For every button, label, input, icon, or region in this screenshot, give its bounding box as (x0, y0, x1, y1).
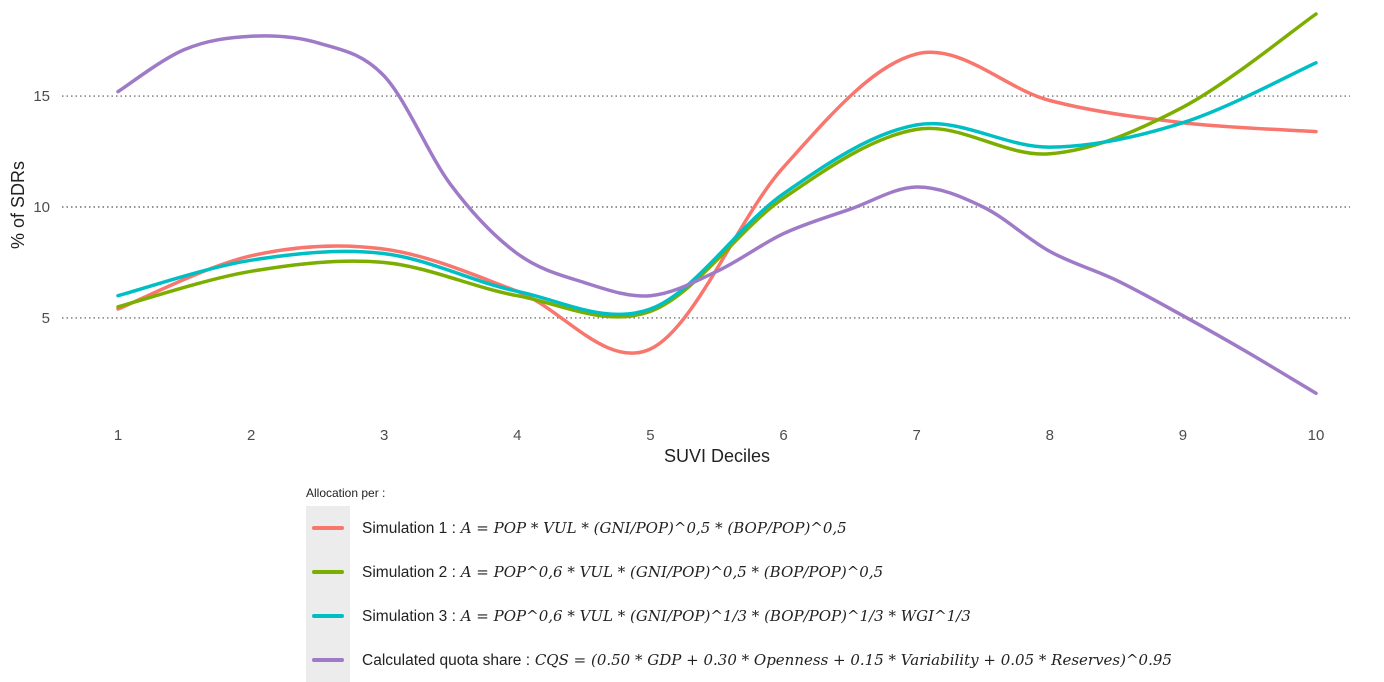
series-line-simulation-1 (116, 50, 1318, 355)
legend-formula: A = POP^0,6 * VUL * (GNI/POP)^1/3 * (BOP… (460, 606, 971, 625)
legend-item-simulation-3: Simulation 3 : A = POP^0,6 * VUL * (GNI/… (306, 594, 1366, 638)
x-tick-label: 5 (646, 427, 654, 444)
y-tick-label: 15 (33, 88, 50, 105)
x-tick-label: 2 (247, 427, 255, 444)
legend-item-simulation-2: Simulation 2 : A = POP^0,6 * VUL * (GNI/… (306, 550, 1366, 594)
legend: Allocation per : Simulation 1 : A = POP … (306, 486, 1366, 682)
legend-key (306, 550, 350, 594)
series-line-simulation-2 (116, 12, 1318, 319)
x-tick-label: 8 (1046, 427, 1054, 444)
legend-item-simulation-1: Simulation 1 : A = POP * VUL * (GNI/POP)… (306, 506, 1366, 550)
x-tick-label: 7 (912, 427, 920, 444)
x-tick-label: 9 (1179, 427, 1187, 444)
legend-label: Simulation 1 : (362, 519, 456, 537)
legend-title: Allocation per : (306, 486, 386, 500)
gridlines (62, 95, 1350, 319)
legend-key (306, 594, 350, 638)
x-axis-ticks: 1 2 3 4 5 6 7 8 9 10 (114, 427, 1325, 444)
y-tick-label: 10 (33, 199, 50, 216)
series-lines (116, 12, 1318, 396)
x-tick-label: 6 (779, 427, 787, 444)
legend-formula: A = POP * VUL * (GNI/POP)^0,5 * (BOP/POP… (460, 518, 847, 537)
legend-key (306, 638, 350, 682)
legend-formula: A = POP^0,6 * VUL * (GNI/POP)^0,5 * (BOP… (460, 562, 884, 581)
legend-swatch-simulation-1 (312, 526, 344, 530)
y-axis-title: % of SDRs (8, 161, 28, 249)
x-tick-label: 4 (513, 427, 521, 444)
legend-label: Simulation 3 : (362, 607, 456, 625)
legend-formula: CQS = (0.50 * GDP + 0.30 * Openness + 0.… (534, 650, 1172, 669)
series-line-simulation-3 (116, 61, 1318, 317)
x-tick-label: 10 (1308, 427, 1325, 444)
legend-swatch-simulation-2 (312, 570, 344, 574)
x-tick-label: 3 (380, 427, 388, 444)
line-chart: 5 10 15 1 2 3 4 5 6 7 8 9 10 SUVI Deciles % of SDRs (8, 12, 1350, 466)
legend-label: Calculated quota share : (362, 651, 531, 669)
legend-item-calculated-quota-share: Calculated quota share : CQS = (0.50 * G… (306, 638, 1366, 682)
y-tick-label: 5 (42, 310, 50, 327)
series-line-calculated-quota-share (116, 34, 1318, 396)
legend-swatch-simulation-3 (312, 614, 344, 618)
y-axis-ticks: 5 10 15 (33, 88, 50, 327)
legend-label: Simulation 2 : (362, 563, 456, 581)
legend-swatch-calculated-quota-share (312, 658, 344, 662)
x-axis-title: SUVI Deciles (664, 446, 770, 466)
x-tick-label: 1 (114, 427, 122, 444)
legend-key (306, 506, 350, 550)
